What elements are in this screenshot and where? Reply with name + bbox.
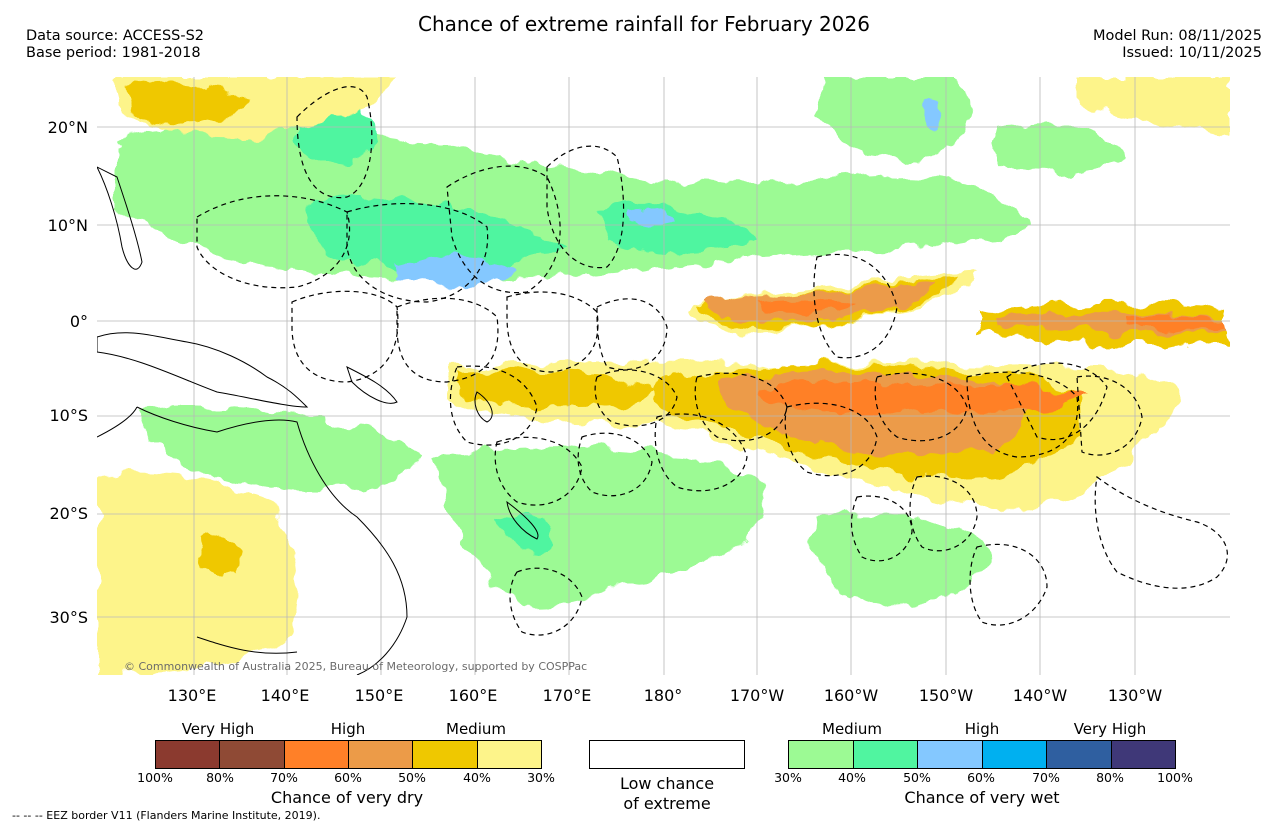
lon-label: 170°W	[729, 686, 785, 705]
lon-label: 140°E	[260, 686, 310, 705]
wet-swatch	[1047, 741, 1112, 768]
lon-label: 180°	[643, 686, 683, 705]
wet-hawaii-area	[817, 77, 968, 160]
data-source-text: Data source: ACCESS-S2	[26, 28, 205, 44]
dry-areas	[97, 77, 1230, 675]
wet-swatch	[982, 741, 1047, 768]
lat-label: 10°S	[49, 406, 88, 425]
wet-swatch	[789, 741, 854, 768]
dry-swatch	[220, 741, 285, 768]
model-run-text: Model Run: 08/11/2025	[1092, 28, 1262, 44]
low-chance-swatch	[589, 740, 745, 769]
wet-swatch	[1111, 741, 1175, 768]
lat-label: 10°N	[47, 216, 88, 235]
rainfall-map	[97, 77, 1230, 675]
dry-tick-label: 70%	[270, 770, 298, 785]
lon-label: 150°W	[918, 686, 974, 705]
dry-tick-label: 30%	[527, 770, 555, 785]
philippines-coast	[97, 166, 143, 270]
wet-tick-label: 30%	[774, 770, 802, 785]
wet-tick-label: 80%	[1096, 770, 1124, 785]
dry-colorbar	[155, 740, 542, 769]
dry-swatch	[156, 741, 221, 768]
wet-colorbar	[788, 740, 1176, 769]
lon-label: 160°E	[448, 686, 498, 705]
lat-label: 20°S	[49, 504, 88, 523]
wet-category-high: High	[964, 720, 1000, 738]
wet-tick-label: 40%	[838, 770, 866, 785]
dry-category-medium: Medium	[446, 720, 506, 738]
dry-tick-label: 40%	[463, 770, 491, 785]
lat-label: 0°	[69, 312, 88, 331]
wet-high-north	[307, 195, 567, 271]
eez-borders	[196, 86, 1228, 636]
lat-label: 30°S	[49, 608, 88, 627]
wet-ne-patch	[997, 123, 1127, 174]
dry-tick-label: 50%	[398, 770, 426, 785]
copyright-notice: © Commonwealth of Australia 2025, Bureau…	[124, 660, 588, 673]
lon-label: 130°W	[1107, 686, 1163, 705]
wet-tick-label: 100%	[1157, 770, 1193, 785]
wet-areas	[117, 77, 1127, 605]
dry-legend-title: Chance of very dry	[270, 788, 424, 807]
lon-label: 140°W	[1012, 686, 1068, 705]
wet-south-east	[813, 514, 997, 605]
low-chance-line2: of extreme	[623, 794, 711, 813]
map-title: Chance of extreme rainfall for February …	[418, 12, 870, 36]
wet-south-pacific	[437, 446, 763, 603]
lon-label: 130°E	[167, 686, 217, 705]
dry-very-high-core	[757, 381, 977, 414]
wet-legend-title: Chance of very wet	[904, 788, 1060, 807]
dry-swatch	[348, 741, 414, 768]
new-caledonia-coast	[506, 500, 539, 540]
australia-coast	[136, 406, 408, 675]
lon-label: 170°E	[542, 686, 592, 705]
dry-australia-west	[97, 473, 298, 675]
wet-very-high-patch	[397, 256, 517, 285]
map-canvas	[97, 77, 1230, 675]
dry-category-very-high: Very High	[181, 720, 255, 738]
wet-tick-label: 70%	[1032, 770, 1060, 785]
dry-category-high: High	[330, 720, 366, 738]
issued-text: Issued: 10/11/2025	[1122, 45, 1262, 61]
wet-tick-label: 50%	[903, 770, 931, 785]
dry-swatch	[284, 741, 349, 768]
lat-label: 20°N	[47, 118, 88, 137]
dry-swatch	[477, 741, 541, 768]
low-chance-line1: Low chance	[619, 774, 715, 793]
base-period-text: Base period: 1981-2018	[26, 45, 201, 61]
wet-tick-label: 60%	[967, 770, 995, 785]
lon-label: 160°W	[823, 686, 879, 705]
new-guinea-coast	[97, 332, 309, 408]
dry-swatch	[413, 741, 478, 768]
eez-footnote: -- -- -- EEZ border V11 (Flanders Marine…	[12, 809, 321, 822]
wet-swatch	[853, 741, 918, 768]
wet-coral-sea	[137, 404, 427, 491]
dry-tick-label: 80%	[206, 770, 234, 785]
lon-label: 150°E	[354, 686, 404, 705]
land-outlines	[97, 166, 539, 675]
wet-category-very-high: Very High	[1073, 720, 1147, 738]
wet-swatch	[918, 741, 983, 768]
graticule	[97, 77, 1230, 675]
dry-tick-label: 60%	[334, 770, 362, 785]
wet-category-medium: Medium	[822, 720, 882, 738]
low-chance-label: Low chance of extreme	[589, 774, 745, 814]
dry-tick-label: 100%	[137, 770, 173, 785]
